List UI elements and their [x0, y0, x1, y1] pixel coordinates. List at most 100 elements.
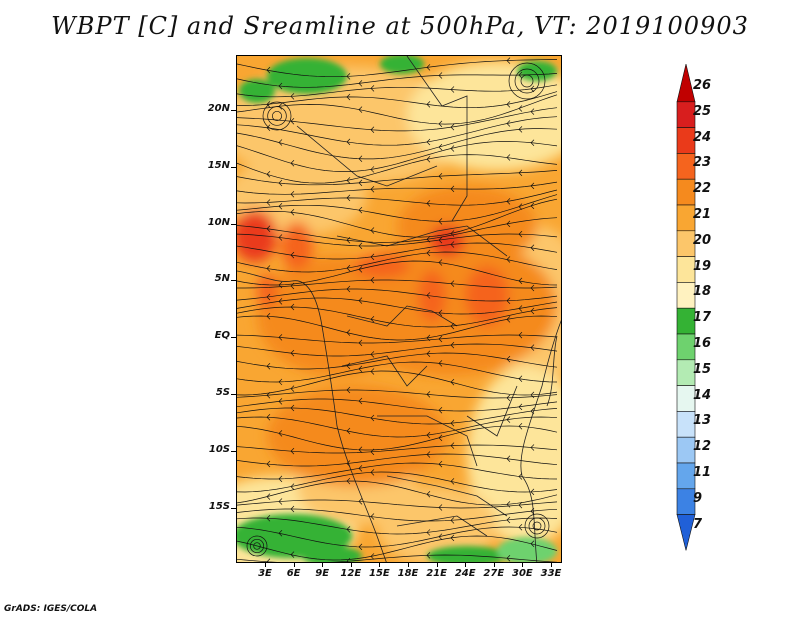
- streamline: [237, 128, 558, 160]
- streamline: [237, 554, 558, 562]
- streamline-arrow: [518, 501, 523, 509]
- lon-tick-label: 6E: [286, 568, 301, 579]
- streamline-arrow: [518, 524, 523, 531]
- lon-tick-label: 27E: [483, 568, 505, 579]
- streamline-arrow: [506, 198, 511, 205]
- streamline-arrow: [370, 85, 375, 92]
- streamline-arrow: [530, 108, 535, 115]
- streamline-arrow: [438, 143, 443, 151]
- streamline-arrow: [266, 124, 271, 131]
- streamline-arrow: [358, 339, 363, 347]
- colorbar-label: 13: [693, 413, 712, 429]
- streamline-arrow: [290, 404, 295, 412]
- streamline-arrow: [438, 360, 443, 367]
- chart-title: WBPT [C] and Sreamline at 500hPa, VT: 20…: [51, 12, 749, 40]
- streamline-arrow: [518, 105, 523, 112]
- streamline-arrow: [266, 413, 271, 421]
- streamline-arrow: [346, 177, 351, 184]
- streamline-arrow: [518, 403, 523, 411]
- lon-tick-mark: [408, 563, 409, 567]
- streamline-arrow: [266, 66, 271, 74]
- streamline: [237, 425, 558, 451]
- streamline-arrow: [530, 444, 535, 451]
- streamline: [237, 398, 558, 412]
- streamline-arrow: [426, 156, 431, 163]
- streamline-arrow: [346, 93, 351, 101]
- streamlines: [237, 57, 558, 562]
- streamline-arrow: [358, 397, 363, 405]
- streamline-arrow: [450, 123, 455, 131]
- colorbar-label: 26: [693, 78, 712, 93]
- streamline-arrow: [438, 120, 443, 128]
- streamline-arrow: [290, 385, 295, 392]
- streamline-arrow: [346, 427, 351, 435]
- streamline-arrow: [278, 378, 283, 386]
- lon-tick-label: 18E: [397, 568, 419, 579]
- streamline-arrow: [530, 244, 535, 252]
- streamline-arrow: [370, 351, 375, 358]
- streamline-arrow: [346, 526, 351, 533]
- colorbar-label: 7: [693, 516, 703, 532]
- streamline: [237, 444, 558, 454]
- streamline-arrow: [506, 316, 511, 323]
- streamline-arrow: [506, 455, 511, 462]
- streamline-swirl: [532, 521, 542, 531]
- streamline-arrow: [530, 507, 535, 515]
- streamline-arrow: [266, 514, 271, 522]
- streamline-arrow: [278, 139, 283, 146]
- streamline-arrow: [426, 552, 431, 559]
- colorbar-label: 17: [693, 310, 712, 326]
- streamline-arrow: [506, 297, 511, 305]
- streamline-arrow: [370, 414, 375, 422]
- streamline-arrow: [346, 138, 351, 146]
- streamline-arrow: [290, 349, 295, 357]
- streamline-arrow: [346, 386, 351, 394]
- streamline-arrow: [426, 451, 431, 458]
- streamline: [237, 508, 558, 522]
- streamline: [237, 116, 558, 146]
- streamline-arrow: [450, 517, 455, 524]
- streamline-arrow: [450, 230, 455, 237]
- colorbar-label: 19: [693, 258, 712, 274]
- streamline: [237, 251, 558, 273]
- streamline-arrow: [518, 305, 523, 312]
- streamline-arrow: [290, 505, 295, 513]
- streamline-arrow: [530, 407, 535, 415]
- colorbar-label: 14: [693, 387, 712, 403]
- streamline-arrow: [450, 185, 455, 193]
- streamline-arrow: [290, 303, 295, 311]
- streamline-swirl: [262, 101, 292, 131]
- streamline-arrow: [370, 166, 375, 173]
- lon-tick-label: 15E: [369, 568, 390, 579]
- streamline: [237, 84, 558, 98]
- streamline: [237, 370, 558, 396]
- streamline-arrow: [266, 265, 271, 272]
- streamline: [237, 343, 558, 357]
- streamline-arrow: [346, 73, 351, 80]
- streamline-arrow: [450, 378, 455, 386]
- streamline-arrow: [438, 406, 443, 414]
- streamline-arrow: [290, 118, 295, 125]
- streamline-arrow: [518, 277, 523, 285]
- streamline-arrow: [426, 529, 431, 536]
- colorbar-label: 15: [693, 361, 712, 377]
- streamline-arrow: [358, 179, 363, 187]
- streamline-arrow: [518, 71, 523, 79]
- streamline-arrow: [506, 120, 511, 127]
- streamline: [237, 480, 558, 506]
- streamline-arrow: [438, 533, 443, 540]
- wbpt-field: [237, 56, 561, 562]
- streamline-arrow: [518, 331, 523, 339]
- streamline: [237, 517, 558, 535]
- lon-tick-mark: [350, 563, 352, 567]
- lat-tick-mark: [231, 166, 236, 168]
- streamline-arrow: [506, 355, 511, 363]
- streamline-swirl: [271, 110, 283, 122]
- lon-tick-label: 30E: [512, 568, 533, 579]
- lon-tick-mark: [265, 563, 266, 567]
- streamline-arrow: [358, 498, 363, 505]
- streamline-arrow: [370, 553, 375, 560]
- streamline: [237, 189, 558, 206]
- streamline-arrow: [278, 103, 283, 110]
- streamline-arrow: [518, 375, 523, 382]
